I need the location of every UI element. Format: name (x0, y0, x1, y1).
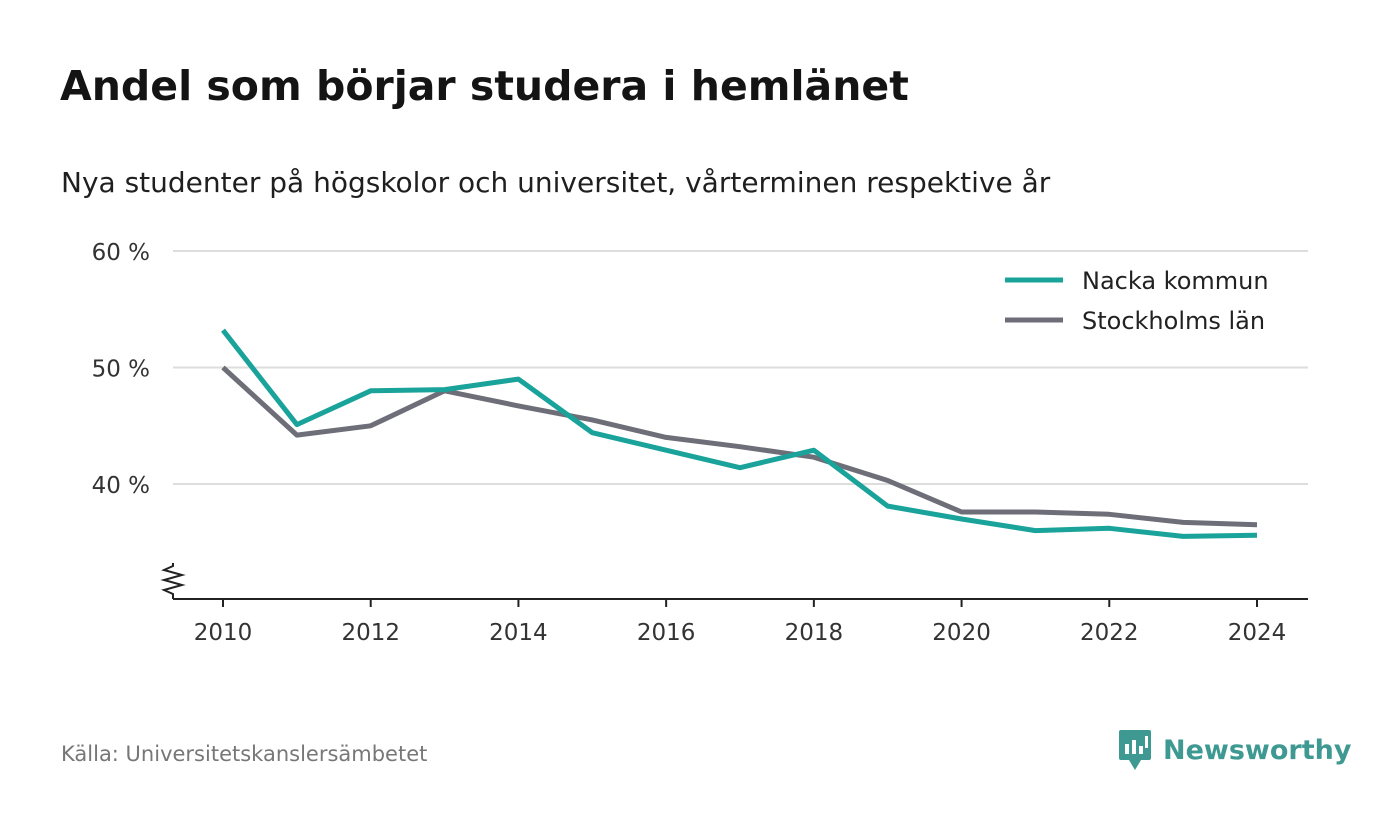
x-tick-label: 2024 (1228, 620, 1287, 646)
series-lines (221, 328, 1258, 539)
legend: Nacka kommun Stockholms län (1005, 267, 1269, 335)
y-tick-label: 50 % (92, 357, 150, 383)
brand-logo[interactable]: Newsworthy (1117, 727, 1351, 773)
line-chart: 40 % 50 % 60 % 2010 2012 2014 2016 2018 2020 202… (92, 240, 1308, 646)
y-tick-label: 60 % (92, 240, 150, 266)
x-tick-labels: 2010 2012 2014 2016 2018 2020 2022 2024 (194, 620, 1287, 646)
source-note: Källa: Universitetskanslersämbetet (61, 742, 428, 766)
legend-label: Nacka kommun (1082, 267, 1269, 295)
chart-subtitle: Nya studenter på högskolor och universit… (61, 166, 1051, 199)
y-axis-break (160, 563, 186, 599)
y-tick-label: 40 % (92, 473, 150, 499)
series-line-stockholms-lan (221, 365, 1258, 528)
gridlines (173, 250, 1308, 485)
y-tick-labels: 40 % 50 % 60 % (92, 240, 150, 499)
chart-title: Andel som börjar studera i hemlänet (60, 62, 909, 110)
x-tick-label: 2018 (785, 620, 844, 646)
series-line-nacka-kommun (221, 328, 1258, 539)
x-tick-label: 2020 (932, 620, 991, 646)
x-tick-label: 2012 (341, 620, 400, 646)
x-tick-label: 2010 (194, 620, 253, 646)
legend-label: Stockholms län (1082, 307, 1265, 335)
brand-name: Newsworthy (1163, 734, 1352, 766)
chart-bubble-icon (1119, 730, 1151, 770)
x-tick-label: 2014 (489, 620, 548, 646)
axes (160, 563, 1308, 607)
x-tick-label: 2022 (1080, 620, 1139, 646)
x-tick-label: 2016 (637, 620, 696, 646)
